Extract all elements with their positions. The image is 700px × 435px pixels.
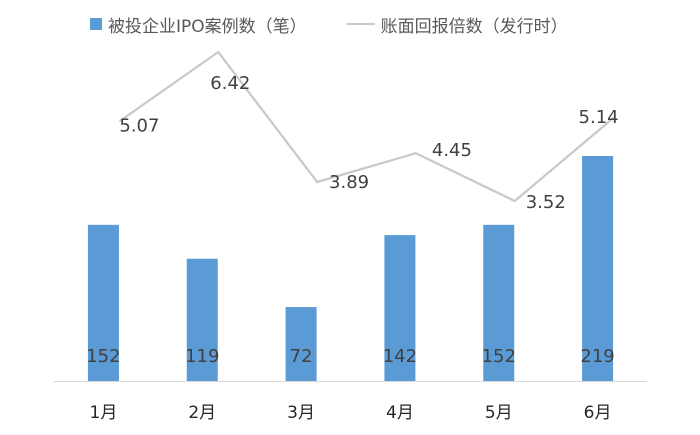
x-tick-label-1: 1月: [90, 403, 118, 423]
legend: 被投企业IPO案例数（笔） 账面回报倍数（发行时）: [90, 12, 568, 37]
line-label-6: 5.14: [579, 107, 619, 128]
bar-5: [483, 224, 515, 381]
x-tick-label-5: 5月: [485, 403, 513, 423]
bar-4: [384, 235, 416, 381]
x-tick-label-6: 6月: [584, 403, 612, 423]
legend-swatch-line: [346, 23, 375, 25]
legend-label-return-multiple: 账面回报倍数（发行时）: [380, 16, 568, 37]
line-label-1: 5.07: [119, 115, 159, 136]
x-tick-label-2: 2月: [188, 403, 216, 423]
bar-label-6: 219: [580, 346, 614, 367]
bar-label-1: 152: [86, 346, 120, 367]
legend-item-ipo-cases: 被投企业IPO案例数（笔）: [90, 12, 307, 37]
x-tick-label-4: 4月: [386, 403, 414, 423]
bar-3: [285, 307, 317, 381]
bar-2: [186, 258, 218, 381]
legend-swatch-bar: [90, 18, 102, 30]
line-label-3: 3.89: [329, 172, 369, 193]
bar-label-4: 142: [383, 346, 417, 367]
line-label-4: 4.45: [432, 140, 472, 161]
line-label-5: 3.52: [526, 192, 566, 213]
x-tick-label-3: 3月: [287, 403, 315, 423]
legend-item-return-multiple: 账面回报倍数（发行时）: [346, 12, 568, 37]
bar-6: [582, 156, 614, 381]
bar-1: [87, 224, 119, 381]
line-label-2: 6.42: [210, 73, 250, 94]
bar-label-3: 72: [290, 346, 313, 367]
line-series-return-multiple: [118, 50, 615, 203]
bar-label-5: 152: [482, 346, 516, 367]
legend-label-ipo-cases: 被投企业IPO案例数（笔）: [108, 16, 307, 37]
bar-label-2: 119: [185, 346, 219, 367]
